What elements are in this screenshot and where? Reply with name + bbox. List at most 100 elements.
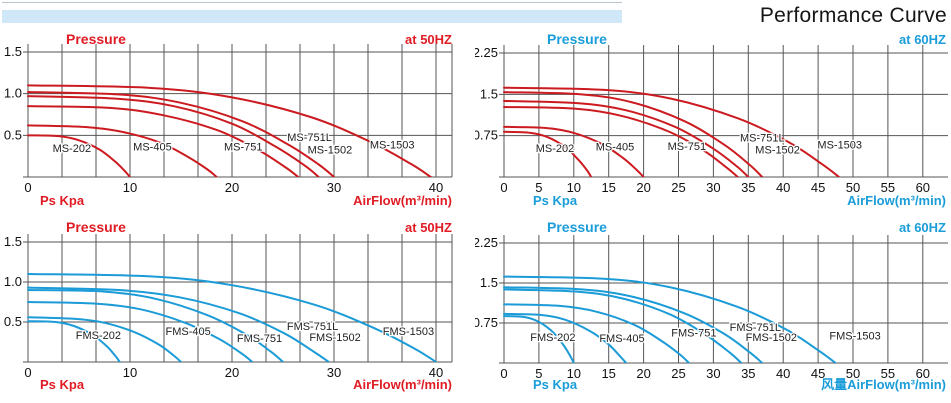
series-label-ms-405: MS-405 [133,141,172,153]
curve-fms-1502 [27,286,330,362]
svg-text:10: 10 [567,366,581,381]
svg-text:15: 15 [601,180,615,195]
curve-ms-405 [27,124,218,177]
series-label-ms-1503: MS-1503 [370,140,415,152]
curve-fms-405 [27,316,182,362]
series-label-fms-202: FMS-202 [530,332,575,344]
svg-text:20: 20 [225,365,239,380]
curve-fms-1503 [27,273,437,362]
series-label-ms-1502: MS-1502 [308,145,353,157]
top-hairline [2,2,622,3]
svg-text:30: 30 [327,180,341,195]
curve-ms-751l [503,99,750,177]
curve-fms-1502 [503,286,764,363]
performance-curves [503,275,837,363]
svg-text:0.75: 0.75 [475,315,498,330]
svg-text:0.75: 0.75 [475,128,498,143]
series-label-fms-751l: FMS-751L [287,321,338,333]
series-label-fms-1502: FMS-1502 [746,332,797,344]
svg-text:1.5: 1.5 [4,234,22,249]
curve-ms-751 [27,105,300,177]
series-label-ms-751: MS-751 [668,141,707,153]
series-label-ms-751: MS-751 [224,141,263,153]
series-label-ms-405: MS-405 [596,142,635,154]
svg-text:60: 60 [916,366,930,381]
svg-text:1.5: 1.5 [480,275,498,290]
series-label-fms-1503: FMS-1503 [829,331,880,343]
pressure-axis-title: Pressure [66,219,126,235]
svg-text:35: 35 [741,366,755,381]
x-axis-unit-label: 风量AirFlow(m³/min) [821,377,946,392]
curve-ms-1503 [27,84,432,177]
svg-text:45: 45 [811,180,825,195]
series-label-ms-751l: MS-751L [287,132,332,144]
grid-lines [23,44,453,178]
frequency-label: at 50HZ [405,220,452,235]
pressure-axis-title: Pressure [547,219,607,235]
svg-text:35: 35 [741,180,755,195]
chart-fms-60hz: 0 5 10 15 20 25 30 35 40 45 50 55 60 0.75 1.5 2.25 FMS-2… [475,218,951,403]
series-label-fms-1502: FMS-1502 [309,332,360,344]
svg-text:1.5: 1.5 [4,44,22,59]
svg-text:60: 60 [916,180,930,195]
series-label-fms-751: FMS-751 [671,327,716,339]
svg-text:0: 0 [500,366,507,381]
curve-ms-1502 [27,91,335,177]
pressure-axis-title: Pressure [547,31,607,47]
frequency-label: at 50HZ [405,32,452,47]
y-axis-unit-label: Ps Kpa [40,377,85,392]
axis-tick-labels: 0 10 20 30 40 0.5 1.0 1.5 [4,44,443,195]
svg-text:1.0: 1.0 [4,86,22,101]
svg-text:10: 10 [567,180,581,195]
frequency-label: at 60HZ [899,220,946,235]
series-label-fms-405: FMS-405 [166,326,211,338]
svg-text:45: 45 [811,366,825,381]
svg-text:1.0: 1.0 [4,274,22,289]
svg-text:40: 40 [429,180,443,195]
series-label-ms-202: MS-202 [53,143,92,155]
x-axis-unit-label: AirFlow(m³/min) [353,377,452,392]
svg-text:10: 10 [123,180,137,195]
performance-curves [27,84,432,177]
curve-fms-751l [27,289,284,362]
grid-lines [499,45,948,178]
svg-text:20: 20 [225,180,239,195]
svg-text:40: 40 [776,366,790,381]
chart-fms-50hz: 0 10 20 30 40 0.5 1.0 1.5 FMS-202 FMS-405 FMS-751 F… [0,218,475,403]
svg-text:5: 5 [535,366,542,381]
svg-text:0: 0 [24,365,31,380]
curve-ms-1502 [503,91,764,177]
curve-fms-751 [503,303,690,363]
page-title: Performance Curve [759,4,947,27]
svg-text:2.25: 2.25 [475,45,498,60]
curve-fms-751l [503,288,743,363]
series-label-fms-1503: FMS-1503 [383,326,434,338]
svg-text:25: 25 [671,366,685,381]
svg-text:55: 55 [881,366,895,381]
curve-fms-405 [503,312,628,363]
axis-tick-labels: 0 5 10 15 20 25 30 35 40 45 50 55 60 0.75 1.5 2.25 [475,235,930,381]
chart-ms-50hz: 0 10 20 30 40 0.5 1.0 1.5 MS-202 MS-405 MS-751 MS-7… [0,28,475,214]
svg-text:40: 40 [429,365,443,380]
series-label-fms-405: FMS-405 [599,333,644,345]
series-label-fms-751: FMS-751 [237,333,282,345]
curve-ms-202 [27,134,131,177]
curve-ms-751l [27,95,320,177]
y-axis-unit-label: Ps Kpa [40,193,85,208]
series-label-fms-751l: FMS-751L [730,322,781,334]
svg-text:0: 0 [500,180,507,195]
svg-text:5: 5 [535,180,542,195]
svg-text:55: 55 [881,180,895,195]
curve-ms-405 [503,125,645,177]
plot-fms-60hz: 0 5 10 15 20 25 30 35 40 45 50 55 60 0.75 1.5 2.25 FMS-2… [475,235,948,381]
svg-text:15: 15 [601,366,615,381]
svg-text:30: 30 [706,180,720,195]
curve-ms-751 [503,106,739,177]
curve-ms-202 [503,130,593,177]
curve-fms-1503 [503,275,837,363]
